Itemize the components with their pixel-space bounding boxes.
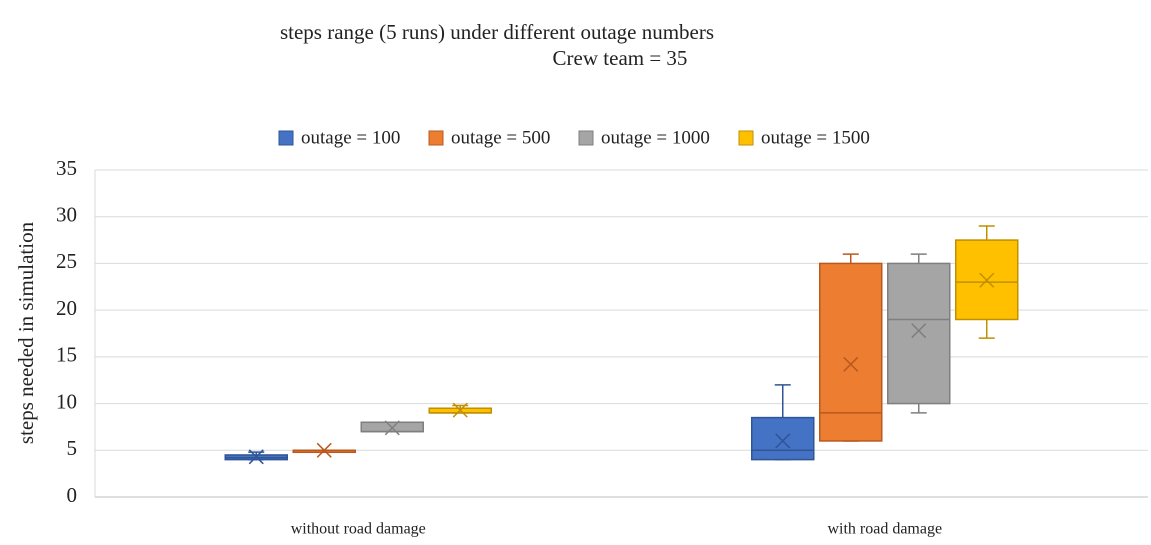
legend-swatch xyxy=(578,130,594,146)
mean-marker xyxy=(248,449,264,465)
mean-marker xyxy=(775,433,791,449)
legend-label: outage = 1000 xyxy=(601,127,710,148)
legend-label: outage = 1500 xyxy=(761,127,870,148)
legend-label: outage = 500 xyxy=(451,127,550,148)
mean-marker xyxy=(843,356,859,372)
y-tick-label: 10 xyxy=(56,389,77,413)
y-axis-label: steps needed in simulation xyxy=(14,221,38,444)
y-tick-label: 30 xyxy=(56,203,77,227)
x-tick-label: with road damage xyxy=(827,521,942,538)
chart-subtitle: Crew team = 35 xyxy=(553,46,688,70)
box xyxy=(955,239,1019,321)
legend-swatch xyxy=(738,130,754,146)
y-tick-label: 5 xyxy=(67,436,78,460)
box xyxy=(819,262,883,442)
legend-swatch xyxy=(428,130,444,146)
mean-marker xyxy=(384,420,400,436)
y-tick-label: 20 xyxy=(56,296,77,320)
y-tick-label: 25 xyxy=(56,249,77,273)
y-tick-label: 35 xyxy=(56,156,77,180)
legend-label: outage = 100 xyxy=(301,127,400,148)
x-tick-label: without road damage xyxy=(291,521,426,538)
mean-marker xyxy=(911,323,927,339)
y-tick-label: 15 xyxy=(56,343,77,367)
mean-marker xyxy=(979,272,995,288)
box xyxy=(751,416,815,461)
legend-swatch xyxy=(278,130,294,146)
chart-title: steps range (5 runs) under different out… xyxy=(280,20,714,44)
box xyxy=(887,262,951,405)
y-tick-label: 0 xyxy=(67,483,78,507)
mean-marker xyxy=(452,402,468,418)
mean-marker xyxy=(316,442,332,458)
